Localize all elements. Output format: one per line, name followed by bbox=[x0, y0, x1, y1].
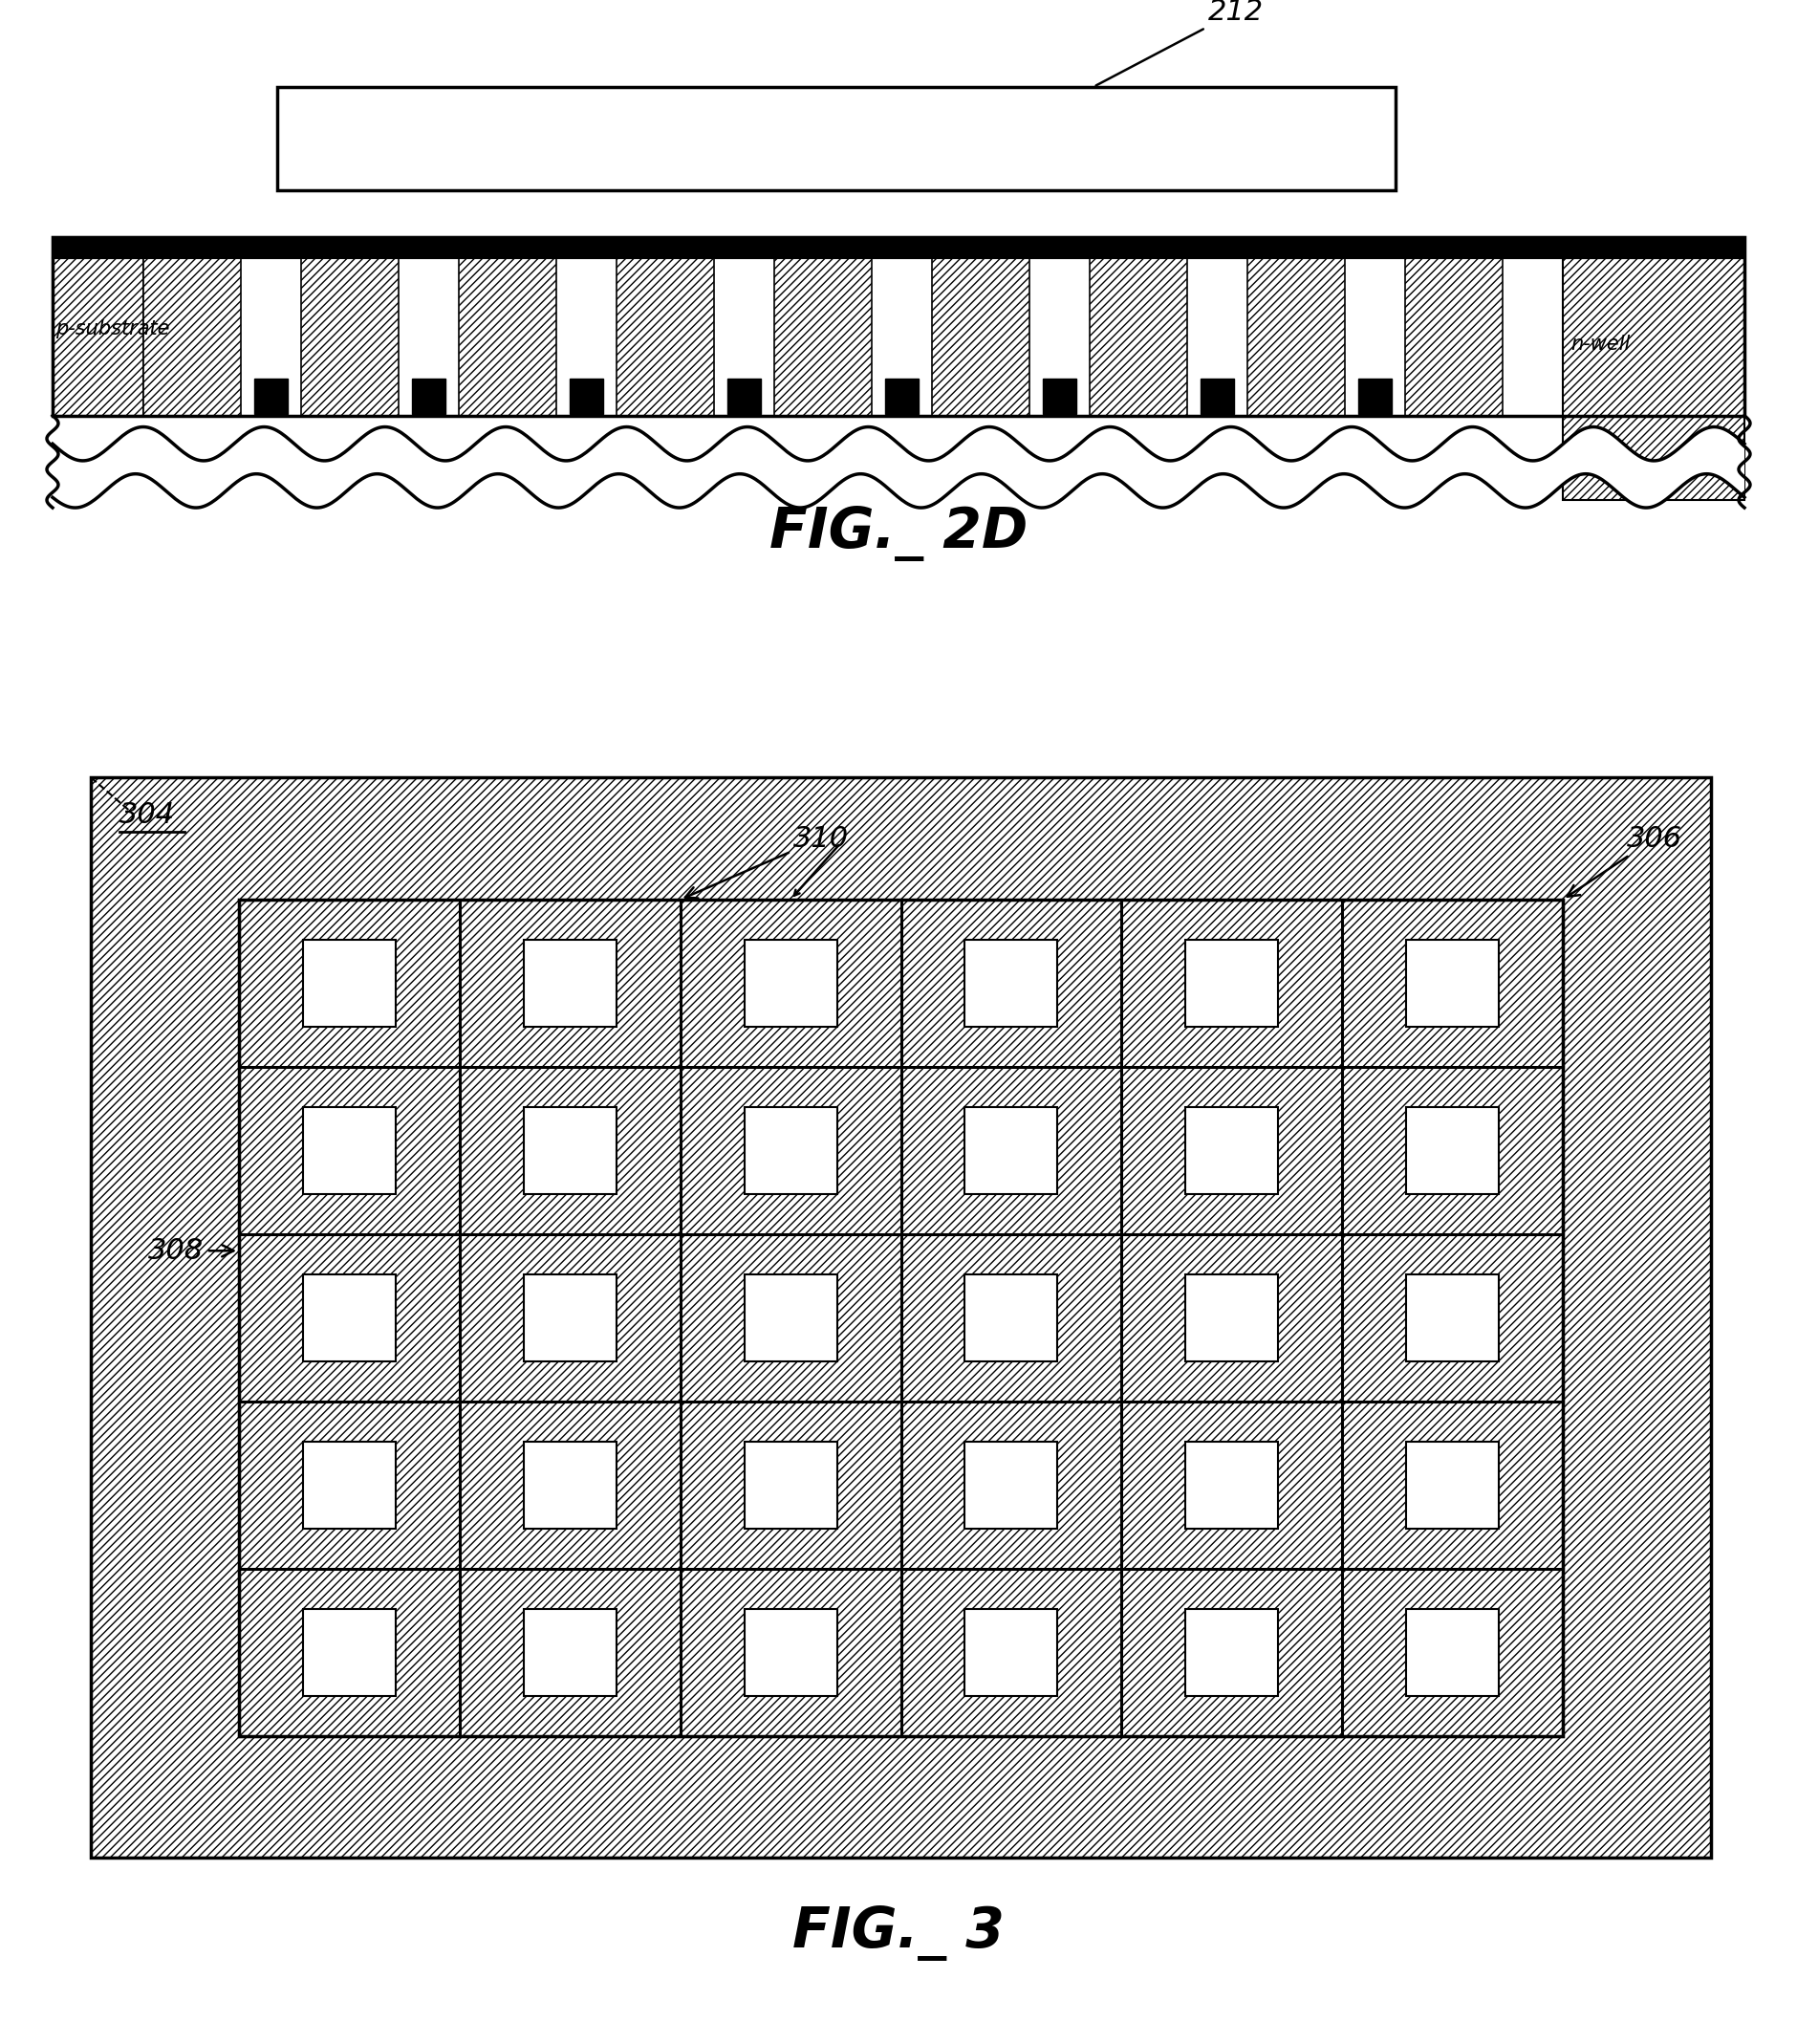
Text: n-well: n-well bbox=[1569, 335, 1630, 354]
Text: 212: 212 bbox=[1096, 0, 1263, 86]
Bar bbox=[1184, 940, 1278, 1026]
Bar bbox=[1200, 378, 1233, 413]
Bar bbox=[300, 258, 399, 415]
Bar bbox=[277, 86, 1394, 190]
Bar bbox=[302, 940, 395, 1026]
Bar bbox=[1403, 258, 1502, 415]
Bar bbox=[458, 258, 557, 415]
Bar bbox=[1359, 378, 1391, 413]
Bar bbox=[523, 1273, 616, 1361]
Bar bbox=[1562, 258, 1743, 501]
Bar bbox=[523, 1609, 616, 1697]
Bar bbox=[1184, 1441, 1278, 1529]
Bar bbox=[886, 378, 918, 413]
Bar bbox=[744, 940, 836, 1026]
Bar bbox=[144, 258, 241, 415]
Bar bbox=[965, 1273, 1057, 1361]
Text: 308: 308 bbox=[147, 1237, 234, 1265]
Bar bbox=[523, 940, 616, 1026]
Bar bbox=[744, 1609, 836, 1697]
Bar bbox=[302, 1441, 395, 1529]
Bar bbox=[1184, 1108, 1278, 1194]
Bar bbox=[965, 940, 1057, 1026]
Bar bbox=[570, 378, 602, 413]
Bar bbox=[92, 777, 1711, 1858]
Bar bbox=[744, 1108, 836, 1194]
Text: p-substrate: p-substrate bbox=[56, 319, 169, 339]
Bar bbox=[1405, 1108, 1499, 1194]
Bar bbox=[775, 258, 872, 415]
Bar bbox=[52, 237, 1743, 415]
Text: 304: 304 bbox=[119, 801, 174, 830]
Text: FIG._ 3: FIG._ 3 bbox=[792, 1905, 1005, 1960]
Bar bbox=[302, 1273, 395, 1361]
Bar bbox=[1405, 1273, 1499, 1361]
Text: 310: 310 bbox=[685, 824, 848, 897]
Bar bbox=[523, 1441, 616, 1529]
Bar bbox=[616, 258, 713, 415]
Bar bbox=[1405, 1609, 1499, 1697]
Bar bbox=[412, 378, 446, 413]
Bar bbox=[144, 258, 1562, 415]
Bar bbox=[1405, 1441, 1499, 1529]
Bar bbox=[965, 1609, 1057, 1697]
Bar bbox=[744, 1441, 836, 1529]
Text: 306: 306 bbox=[1567, 824, 1682, 897]
Bar bbox=[52, 258, 144, 415]
Bar bbox=[1089, 258, 1186, 415]
Bar bbox=[1184, 1273, 1278, 1361]
Bar bbox=[302, 1609, 395, 1697]
Bar bbox=[523, 1108, 616, 1194]
Bar bbox=[965, 1108, 1057, 1194]
Bar bbox=[302, 1108, 395, 1194]
Bar bbox=[1042, 378, 1076, 413]
Bar bbox=[255, 378, 288, 413]
Bar bbox=[1184, 1609, 1278, 1697]
Polygon shape bbox=[52, 427, 1743, 507]
Bar bbox=[965, 1441, 1057, 1529]
Text: FIG._ 2D: FIG._ 2D bbox=[769, 505, 1028, 560]
Bar bbox=[52, 237, 1743, 258]
Bar bbox=[1405, 940, 1499, 1026]
Bar bbox=[239, 899, 1562, 1735]
Bar bbox=[931, 258, 1030, 415]
Bar bbox=[52, 237, 1743, 415]
Bar bbox=[728, 378, 760, 413]
Bar bbox=[1247, 258, 1344, 415]
Bar bbox=[744, 1273, 836, 1361]
